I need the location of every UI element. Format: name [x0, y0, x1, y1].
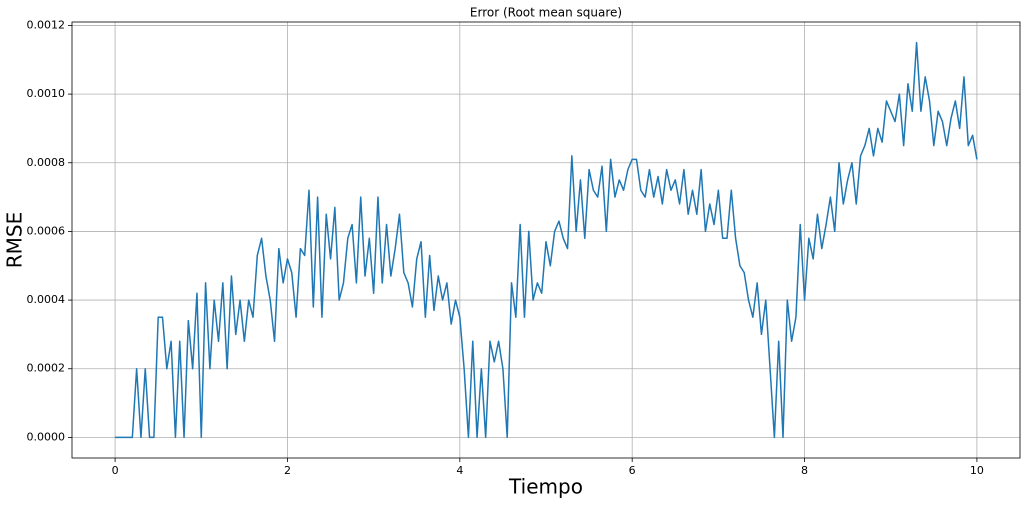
y-tick-label: 0.0002 [27, 362, 66, 375]
x-tick-label: 2 [284, 464, 291, 477]
y-tick-label: 0.0010 [27, 87, 66, 100]
y-tick-label: 0.0008 [27, 156, 66, 169]
x-tick-label: 10 [970, 464, 984, 477]
data-line [115, 41, 978, 439]
x-tick-label: 0 [112, 464, 119, 477]
y-tick-label: 0.0012 [27, 18, 66, 31]
y-tick-label: 0.0004 [27, 293, 66, 306]
x-tick-label: 8 [801, 464, 808, 477]
x-tick-label: 6 [629, 464, 636, 477]
plot-frame [71, 21, 1021, 459]
y-axis-label: RMSE [3, 212, 27, 268]
y-tick-label: 0.0000 [27, 430, 66, 443]
x-axis-label: Tiempo [508, 475, 583, 499]
x-tick-label: 4 [456, 464, 463, 477]
chart-title: Error (Root mean square) [470, 6, 622, 20]
y-tick-label: 0.0006 [27, 224, 66, 237]
